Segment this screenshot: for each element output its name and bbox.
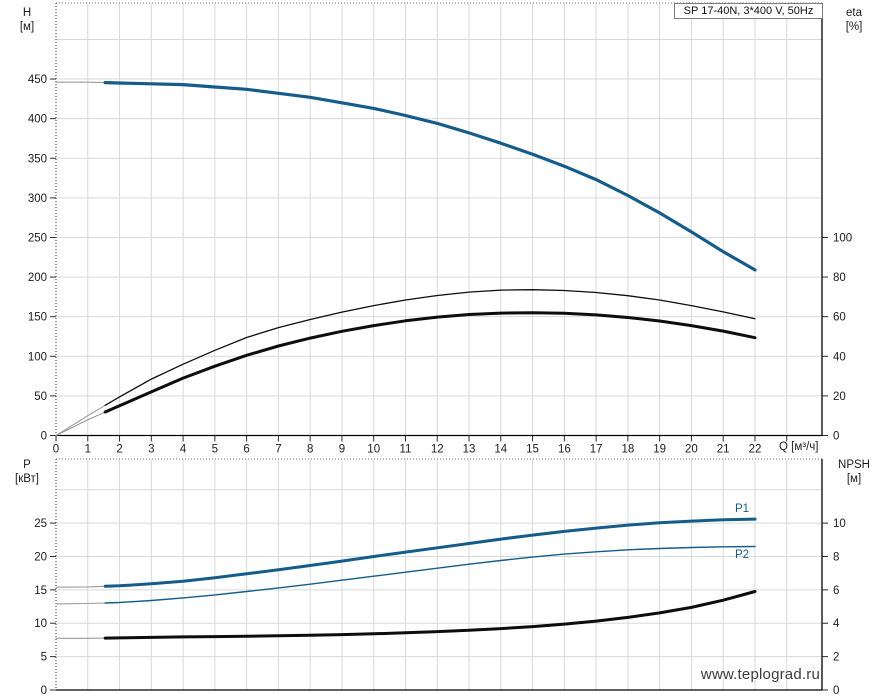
svg-text:450: 450 [28,74,47,86]
svg-text:100: 100 [833,232,852,244]
svg-text:250: 250 [28,232,47,244]
eta-axis-unit: [%] [845,20,863,33]
svg-text:18: 18 [621,444,634,456]
npsh-axis-label: NPSH [м] [834,459,874,486]
svg-text:6: 6 [833,585,839,597]
svg-text:21: 21 [717,444,730,456]
svg-text:40: 40 [833,351,846,363]
svg-text:100: 100 [28,351,47,363]
svg-text:8: 8 [307,444,313,456]
p-axis-label: P [кВт] [9,459,45,486]
svg-text:22: 22 [749,444,762,456]
svg-text:14: 14 [494,444,507,456]
svg-text:1: 1 [85,444,91,456]
svg-text:50: 50 [34,391,47,403]
svg-text:350: 350 [28,153,47,165]
svg-text:8: 8 [833,551,839,563]
svg-text:4: 4 [180,444,187,456]
svg-text:15: 15 [526,444,539,456]
svg-text:20: 20 [833,391,846,403]
svg-text:10: 10 [833,518,846,530]
h-axis-label: H [м] [9,7,45,34]
svg-text:300: 300 [28,193,47,205]
svg-text:13: 13 [463,444,476,456]
svg-text:150: 150 [28,312,47,324]
p-axis-symbol: P [23,459,31,471]
svg-text:0: 0 [41,431,47,443]
svg-text:0: 0 [833,431,839,443]
svg-text:16: 16 [558,444,571,456]
h-axis-unit: [м] [19,20,35,33]
svg-text:10: 10 [367,444,380,456]
npsh-axis-symbol: NPSH [838,459,870,471]
svg-text:15: 15 [34,585,47,597]
svg-text:60: 60 [833,312,846,324]
svg-text:200: 200 [28,272,47,284]
svg-text:19: 19 [653,444,666,456]
svg-text:0: 0 [53,444,59,456]
q-axis-label: Q [м³/ч] [779,441,819,453]
svg-text:25: 25 [34,518,47,530]
svg-text:0: 0 [833,685,839,697]
svg-text:4: 4 [833,618,840,630]
svg-text:6: 6 [243,444,249,456]
svg-text:20: 20 [34,551,47,563]
svg-text:0: 0 [41,685,47,697]
eta-axis-label: eta [%] [836,7,872,34]
npsh-axis-unit: [м] [846,472,862,485]
svg-text:80: 80 [833,272,846,284]
eta-axis-symbol: eta [846,7,862,19]
watermark: www.teplograd.ru [700,666,820,683]
p1-curve-label: P1 [735,503,750,515]
h-axis-symbol: H [22,7,32,19]
svg-text:7: 7 [275,444,281,456]
svg-text:10: 10 [34,618,47,630]
svg-text:17: 17 [590,444,603,456]
p-axis-unit: [кВт] [15,472,39,485]
svg-text:2: 2 [116,444,122,456]
p2-curve-label: P2 [735,549,750,561]
svg-text:3: 3 [148,444,154,456]
svg-text:400: 400 [28,114,47,126]
chart-title: SP 17-40N, 3*400 V, 50Hz [674,3,823,19]
svg-text:5: 5 [212,444,218,456]
svg-text:11: 11 [400,444,412,456]
svg-text:2: 2 [833,652,839,664]
svg-text:9: 9 [339,444,345,456]
svg-text:12: 12 [431,444,444,456]
svg-text:20: 20 [685,444,698,456]
svg-text:5: 5 [41,652,47,664]
